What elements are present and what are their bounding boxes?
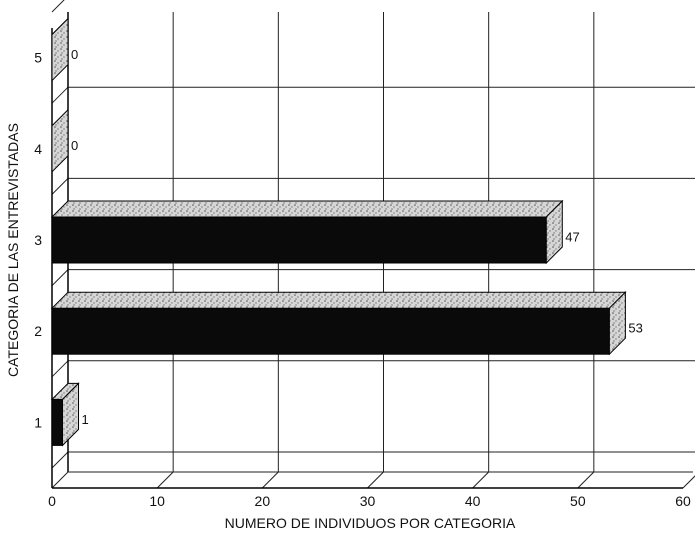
grid-floor-line [682,475,695,489]
data-label: 0 [71,47,78,62]
x-axis-title: NUMERO DE INDIVIDUOS POR CATEGORIA [225,515,516,531]
bar-top [50,291,627,309]
grid-floor-line [472,471,490,489]
data-label: 0 [71,138,78,153]
grid-wall-line [51,178,69,195]
bar-side [545,199,563,265]
grid-floor-line [367,471,384,489]
bar-front [51,398,64,446]
x-tick-label: 60 [675,493,691,509]
x-tick-label: 10 [149,493,165,509]
grid-wall-line [51,0,65,13]
y-tick-label: 3 [34,232,42,248]
grid-wall-line [51,360,69,378]
bar-side [62,382,80,447]
data-label: 53 [628,321,642,336]
x-tick-label: 30 [360,493,376,509]
bar-side [51,108,69,174]
bar-top [50,200,564,218]
grid-floor-line [51,471,69,489]
y-axis-title: CATEGORIA DE LAS ENTREVISTADAS [5,123,21,377]
data-label: 1 [82,412,89,427]
grid-floor-line [156,471,174,489]
bar-front [51,307,610,355]
grid-wall-line [51,269,69,286]
bars [50,17,627,447]
bar-side [608,290,626,356]
x-tick-label: 20 [255,493,271,509]
grid-wall-line [51,451,69,469]
y-tick-label: 4 [34,141,42,157]
grid-wall-line [51,86,69,104]
x-tick-label: 40 [465,493,481,509]
y-tick-label: 1 [34,414,42,430]
y-tick-label: 2 [34,323,42,339]
data-label: 47 [565,229,579,244]
grid-floor-line [577,471,595,489]
y-tick-label: 5 [34,50,42,66]
bar-side [51,17,69,82]
x-tick-label: 0 [48,493,56,509]
bar-front [51,216,547,264]
x-tick-label: 50 [570,493,586,509]
grid-floor-line [261,471,279,489]
